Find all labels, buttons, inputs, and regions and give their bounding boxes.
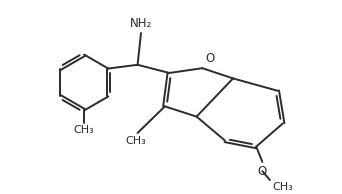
Text: NH₂: NH₂ — [130, 17, 152, 30]
Text: CH₃: CH₃ — [273, 182, 293, 192]
Text: CH₃: CH₃ — [73, 126, 94, 135]
Text: O: O — [258, 165, 267, 178]
Text: O: O — [206, 52, 215, 65]
Text: CH₃: CH₃ — [126, 136, 146, 146]
